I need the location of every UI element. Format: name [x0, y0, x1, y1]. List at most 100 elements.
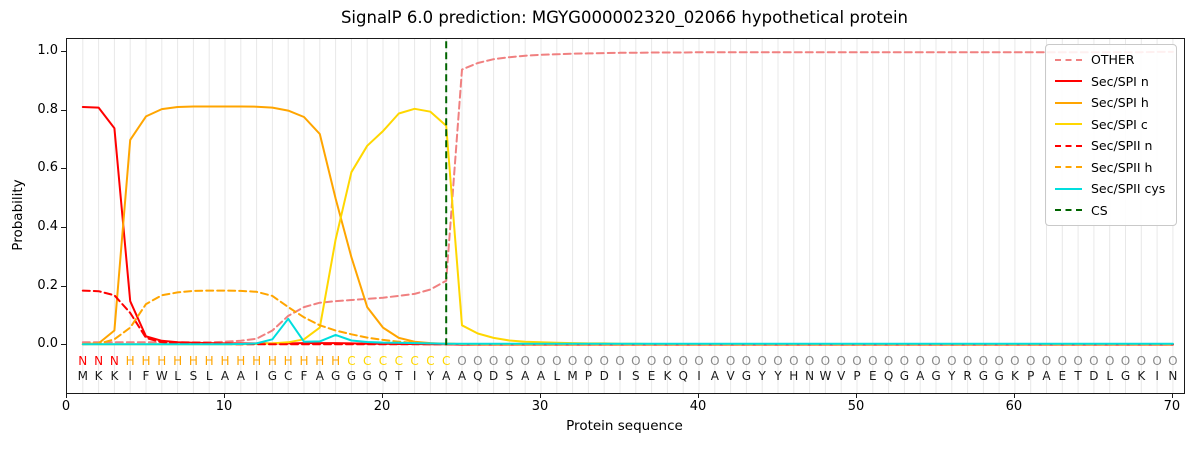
x-tick-mark [382, 393, 383, 398]
legend-label: Sec/SPI n [1091, 73, 1149, 89]
y-tick-mark [61, 344, 66, 346]
legend-line-swatch [1055, 166, 1082, 168]
region-letter: C [410, 354, 419, 368]
series-sec-spi-n [81, 106, 1174, 346]
x-tick-label: 0 [61, 399, 71, 414]
region-letter: C [426, 354, 435, 368]
region-letter: O [631, 354, 641, 368]
region-letter: H [267, 354, 277, 368]
region-letter: O [710, 354, 720, 368]
region-letter: O [773, 354, 783, 368]
y-tick-mark [61, 50, 66, 52]
x-tick-mark [698, 393, 699, 398]
region-letter: O [520, 354, 530, 368]
sequence-letter: P [1027, 369, 1035, 383]
sequence-letter: V [837, 369, 846, 383]
series-sec-spii-h [81, 289, 1174, 346]
sequence-letter: D [1089, 369, 1099, 383]
sequence-letter: Y [426, 369, 435, 383]
sequence-letter: C [283, 369, 293, 383]
region-letter: C [362, 354, 372, 368]
region-letter: O [457, 354, 467, 368]
region-letter: O [1120, 354, 1131, 368]
region-letter: C [378, 354, 388, 368]
series-other [81, 50, 1174, 344]
region-letter: H [299, 354, 309, 368]
y-tick-label: 0.4 [37, 218, 58, 234]
sequence-letter: A [521, 369, 530, 383]
region-letter: O [1089, 354, 1099, 368]
sequence-letter: Q [473, 369, 483, 383]
region-letter: O [836, 354, 846, 368]
region-letter: H [283, 354, 293, 368]
x-axis-label: Protein sequence [566, 418, 683, 434]
sequence-letter: D [599, 369, 609, 383]
region-letter: O [615, 354, 625, 368]
sequence-letter: G [994, 369, 1004, 383]
region-letter: O [899, 354, 910, 368]
sequence-letter: Y [758, 369, 766, 383]
region-letter: O [488, 354, 499, 368]
region-letter: O [741, 354, 752, 368]
region-letter: H [204, 354, 214, 368]
legend-line-swatch [1055, 187, 1082, 190]
sequence-letter: L [553, 369, 561, 383]
legend-item-sec-spii-cys: Sec/SPII cys [1055, 181, 1165, 196]
legend-item-sec-spii-n: Sec/SPII n [1055, 138, 1165, 153]
sequence-letter: N [1168, 369, 1178, 383]
y-tick-label: 0.0 [37, 336, 58, 352]
region-letter: O [820, 354, 831, 368]
legend-label: CS [1091, 202, 1108, 218]
sequence-letter: G [346, 369, 357, 383]
chart-title: SignalP 6.0 prediction: MGYG000002320_02… [340, 8, 909, 27]
sequence-letter: Q [378, 369, 388, 383]
legend-label: Sec/SPII cys [1091, 181, 1166, 196]
region-letter: O [804, 354, 815, 368]
sequence-letter: E [869, 369, 877, 383]
x-tick-label: 20 [373, 399, 391, 414]
region-letter: O [915, 354, 925, 368]
series-sec-spi-c [81, 107, 1174, 346]
region-letter: H [315, 354, 325, 368]
region-letter: H [141, 354, 151, 368]
sequence-letter: G [899, 369, 910, 383]
legend-item-sec-spii-h: Sec/SPII h [1055, 160, 1165, 175]
region-letter: O [1010, 354, 1020, 368]
sequence-letter: A [536, 369, 546, 383]
legend: OTHER Sec/SPI n Sec/SPI h Sec/SPI c Sec/SPII… [1045, 44, 1178, 226]
sequence-letter: A [916, 369, 925, 383]
legend-item-other: OTHER [1055, 52, 1165, 67]
legend-label: OTHER [1091, 52, 1135, 67]
sequence-letter: W [155, 369, 168, 383]
sequence-letter: G [931, 369, 941, 383]
region-letter: O [1136, 354, 1147, 368]
sequence-letter: I [697, 369, 701, 383]
sequence-letter: I [618, 369, 622, 383]
region-letter: O [978, 354, 989, 368]
y-tick-label: 0.6 [37, 160, 58, 176]
legend-line-swatch [1055, 123, 1082, 125]
legend-item-cs: CS [1055, 203, 1165, 218]
legend-label: Sec/SPII h [1091, 159, 1153, 175]
x-tick-label: 70 [1163, 399, 1181, 414]
region-letter: O [852, 354, 862, 368]
region-letter: O [1168, 354, 1178, 368]
region-letter: O [789, 354, 799, 368]
sequence-letter: M [567, 369, 578, 383]
region-letter: O [994, 354, 1004, 368]
region-letter: O [1073, 354, 1083, 368]
region-letter: H [331, 354, 341, 368]
y-tick-label: 0.2 [37, 277, 58, 293]
x-tick-label: 50 [847, 399, 865, 414]
legend-label: Sec/SPI h [1091, 95, 1149, 110]
sequence-letter: P [584, 369, 593, 383]
region-letter: H [157, 354, 167, 368]
sequence-letter: I [412, 369, 417, 383]
sequence-letter: R [963, 369, 972, 383]
region-letter: O [1041, 354, 1052, 368]
sequence-letter: Y [774, 369, 782, 383]
series-sec-spi-h [81, 105, 1174, 346]
series-sec-spii-n [81, 289, 1174, 346]
sequence-letter: K [94, 369, 103, 383]
legend-item-sec-spi-h: Sec/SPI h [1055, 95, 1165, 110]
